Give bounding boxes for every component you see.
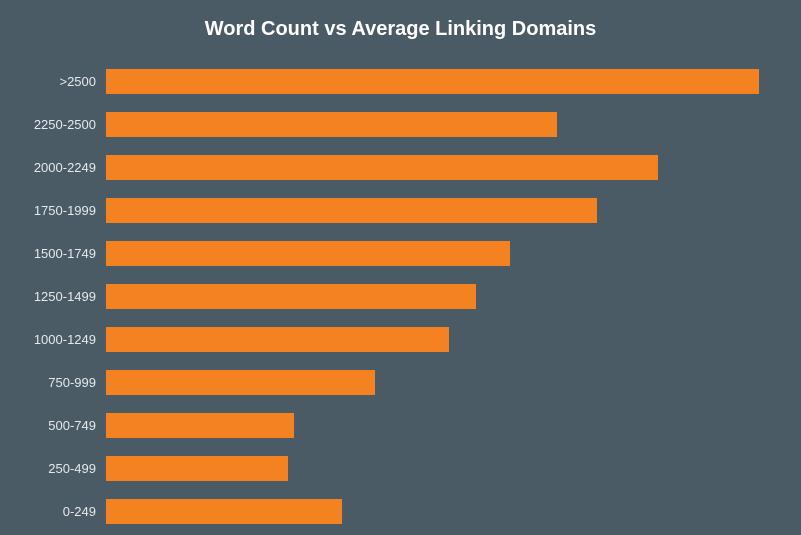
bar-row: 250-499 (14, 456, 779, 481)
bar-label: 1000-1249 (14, 332, 106, 347)
bar (106, 284, 476, 309)
bar-row: 750-999 (14, 370, 779, 395)
bar-row: >2500 (14, 69, 779, 94)
bar (106, 112, 557, 137)
bar-track (106, 370, 779, 395)
bar-row: 2250-2500 (14, 112, 779, 137)
chart-rows: >2500 2250-2500 2000-2249 1750-1999 1500 (0, 69, 801, 524)
bar-track (106, 413, 779, 438)
bar-track (106, 284, 779, 309)
bar-label: 2000-2249 (14, 160, 106, 175)
bar-label: 1750-1999 (14, 203, 106, 218)
bar-row: 1000-1249 (14, 327, 779, 352)
chart-title: Word Count vs Average Linking Domains (0, 18, 801, 41)
bar (106, 456, 288, 481)
bar (106, 499, 342, 524)
bar-label: 750-999 (14, 375, 106, 390)
bar (106, 198, 597, 223)
bar-track (106, 198, 779, 223)
bar-row: 1250-1499 (14, 284, 779, 309)
bar-row: 1500-1749 (14, 241, 779, 266)
bar (106, 69, 759, 94)
bar-track (106, 155, 779, 180)
bar-label: >2500 (14, 74, 106, 89)
bar-label: 250-499 (14, 461, 106, 476)
bar-track (106, 112, 779, 137)
bar (106, 413, 294, 438)
bar-row: 0-249 (14, 499, 779, 524)
bar-label: 0-249 (14, 504, 106, 519)
bar-row: 2000-2249 (14, 155, 779, 180)
bar-label: 2250-2500 (14, 117, 106, 132)
bar-label: 1250-1499 (14, 289, 106, 304)
bar-track (106, 499, 779, 524)
bar (106, 370, 375, 395)
bar-track (106, 456, 779, 481)
bar (106, 241, 510, 266)
bar-chart: Word Count vs Average Linking Domains >2… (0, 0, 801, 535)
bar-row: 500-749 (14, 413, 779, 438)
bar-label: 500-749 (14, 418, 106, 433)
bar-track (106, 69, 779, 94)
bar-track (106, 241, 779, 266)
bar-label: 1500-1749 (14, 246, 106, 261)
bar-track (106, 327, 779, 352)
bar (106, 327, 449, 352)
bar (106, 155, 658, 180)
bar-row: 1750-1999 (14, 198, 779, 223)
